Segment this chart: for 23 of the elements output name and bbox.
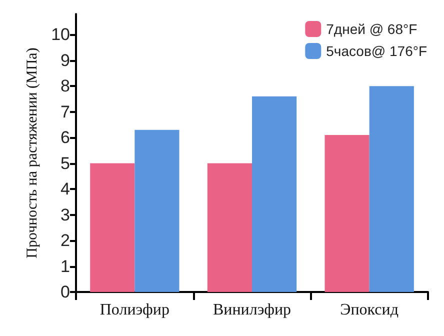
x-tick-label: Эпоксид (340, 302, 398, 318)
bar (134, 130, 180, 292)
bar (252, 96, 297, 292)
y-tick-label: 7 (60, 102, 70, 122)
y-tick-label: 3 (60, 205, 70, 224)
y-axis-title: Прочность на растяжении (МПа) (24, 48, 40, 258)
y-tick-label: 8 (60, 76, 70, 96)
x-tick-label: Полиэфир (100, 302, 170, 318)
y-tick-label: 2 (60, 231, 70, 250)
y-tick-label: 6 (60, 128, 70, 148)
legend-label: 7дней @ 68°F (326, 21, 418, 37)
bar (369, 86, 414, 292)
y-tick-label: 9 (60, 50, 70, 70)
bar (324, 134, 370, 292)
y-tick-label: 1 (60, 256, 70, 276)
y-tick-label: 10 (51, 25, 70, 44)
bar (207, 163, 252, 292)
x-tick-label: Винилэфир (212, 302, 292, 318)
legend-label: 5часов@ 176°F (326, 43, 427, 59)
bar (90, 163, 135, 292)
y-tick-label: 0 (60, 282, 70, 302)
y-tick-label: 5 (60, 154, 70, 173)
y-tick-label: 4 (60, 180, 70, 199)
